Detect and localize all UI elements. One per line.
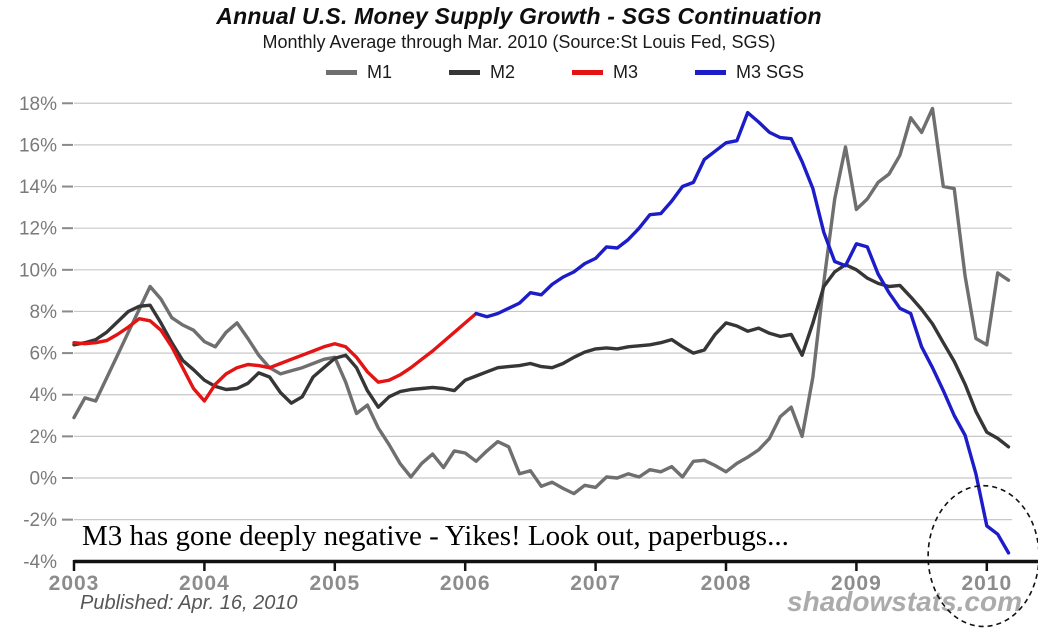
legend-item-m2: M2 <box>449 62 515 83</box>
legend-label-m1: M1 <box>367 62 393 82</box>
legend-swatch-m3 <box>572 70 604 75</box>
x-axis-label: 2008 <box>701 572 752 595</box>
y-axis-label: -2% <box>23 510 57 531</box>
legend-item-m1: M1 <box>326 62 392 83</box>
y-axis-label: 18% <box>19 94 57 115</box>
legend-swatch-m2 <box>449 70 481 75</box>
chart-legend: M1 M2 M3 M3 SGS <box>326 62 804 83</box>
y-axis-label: 8% <box>30 302 58 323</box>
y-axis-label: 6% <box>30 344 58 365</box>
watermark-shadowstats: shadowstats.com <box>787 586 1022 617</box>
chart-annotation-text: M3 has gone deeply negative - Yikes! Loo… <box>82 520 789 552</box>
x-axis-label: 2005 <box>309 572 360 595</box>
legend-item-m3: M3 <box>572 62 638 83</box>
y-axis-label: 16% <box>19 135 57 156</box>
series-line-m1 <box>72 106 1011 496</box>
x-axis-label: 2007 <box>570 572 621 595</box>
legend-label-m3: M3 <box>613 62 639 82</box>
legend-label-m2: M2 <box>490 62 516 82</box>
legend-label-m3sgs: M3 SGS <box>736 62 805 82</box>
chart-subtitle: Monthly Average through Mar. 2010 (Sourc… <box>262 32 776 52</box>
y-axis-label: 14% <box>19 177 57 198</box>
chart-title: Annual U.S. Money Supply Growth - SGS Co… <box>216 3 822 29</box>
series-line-m3 <box>72 311 478 403</box>
y-axis-label: 0% <box>30 469 58 490</box>
published-date: Published: Apr. 16, 2010 <box>80 592 298 614</box>
y-axis-label: 4% <box>30 385 58 406</box>
series-line-m3-sgs <box>474 110 1011 555</box>
y-axis-label: -4% <box>23 552 57 573</box>
legend-swatch-m1 <box>326 70 357 75</box>
legend-item-m3sgs: M3 SGS <box>695 62 804 83</box>
legend-swatch-m3sgs <box>695 70 727 75</box>
y-axis-label: 2% <box>30 427 58 448</box>
x-axis-label: 2006 <box>440 572 491 595</box>
y-axis-label: 10% <box>19 260 57 281</box>
series-line-m2 <box>72 262 1011 449</box>
y-axis-label: 12% <box>19 219 57 240</box>
